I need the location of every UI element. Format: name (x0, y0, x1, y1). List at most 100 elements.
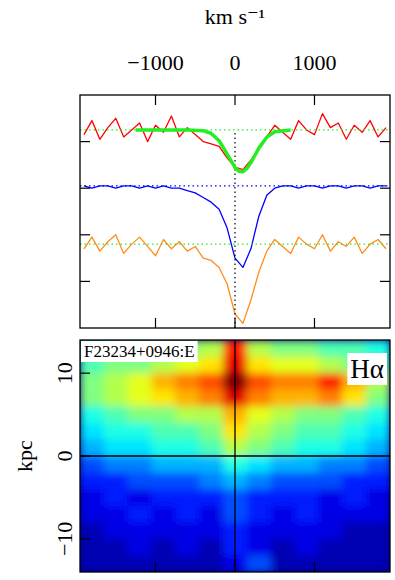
heatmap-cell (271, 439, 295, 456)
heatmap-cell (342, 406, 366, 423)
tick-label: 1000 (292, 50, 336, 75)
heatmap-cells (80, 340, 390, 572)
heatmap-cell (366, 390, 390, 407)
heatmap-cell (247, 456, 271, 473)
tick (155, 95, 156, 105)
tick (80, 188, 90, 189)
heatmap-cell (175, 539, 199, 556)
tick (314, 318, 315, 328)
tick (80, 455, 90, 456)
heatmap-cell (271, 357, 295, 374)
heatmap-cell (342, 390, 366, 407)
heatmap-cell (80, 506, 104, 523)
tick (380, 281, 390, 282)
heatmap-cell (104, 522, 128, 539)
heatmap-cell (128, 406, 152, 423)
heatmap-cell (199, 439, 223, 456)
heatmap-cell (104, 506, 128, 523)
tick-label: −1000 (127, 50, 183, 75)
heatmap-cell (128, 539, 152, 556)
heatmap-cell (295, 423, 319, 440)
tick (80, 538, 90, 539)
heatmap-cell (199, 555, 223, 572)
heatmap-cell (247, 357, 271, 374)
heatmap-cell (318, 390, 342, 407)
heatmap-cell (80, 456, 104, 473)
heatmap-cell (271, 340, 295, 357)
tick (234, 95, 235, 105)
heatmap-cell (271, 539, 295, 556)
heatmap-cell (342, 423, 366, 440)
heatmap-cell (175, 439, 199, 456)
tick (234, 318, 235, 328)
heatmap-cell (199, 373, 223, 390)
axis-title: kpc (12, 440, 37, 472)
heatmap-cell (318, 406, 342, 423)
reference-line (234, 130, 235, 328)
heatmap-cell (342, 473, 366, 490)
figure: km s⁻¹−100001000−10010kpcF23234+0946:EHα (0, 0, 395, 580)
label-box (347, 353, 387, 385)
heatmap-cell (271, 423, 295, 440)
heatmap-cell (80, 555, 104, 572)
tick (80, 141, 90, 142)
heatmap-cell (104, 456, 128, 473)
heatmap-cell (247, 473, 271, 490)
reference-line (80, 185, 390, 186)
spectrum-line (234, 340, 235, 572)
heatmap-cell (247, 506, 271, 523)
heatmap-cell (295, 506, 319, 523)
heatmap-cell (175, 489, 199, 506)
heatmap-cell (128, 390, 152, 407)
heatmap-cell (271, 522, 295, 539)
heatmap-cell (80, 423, 104, 440)
heatmap-cell (128, 506, 152, 523)
tick (155, 562, 156, 572)
plot-area (80, 340, 390, 572)
heatmap-cell (104, 423, 128, 440)
tick-label: 10 (52, 362, 77, 384)
heatmap-cell (104, 373, 128, 390)
tick (314, 95, 315, 105)
heatmap-cell (366, 489, 390, 506)
heatmap-cell (199, 506, 223, 523)
heatmap-cell (152, 423, 176, 440)
heatmap-cell (128, 473, 152, 490)
heatmap-cell (175, 555, 199, 572)
heatmap-cell (295, 373, 319, 390)
tick (80, 234, 90, 235)
heatmap-cell (152, 439, 176, 456)
heatmap-cell (247, 439, 271, 456)
tick-label: −10 (52, 522, 77, 556)
heatmap-cell (152, 390, 176, 407)
heatmap-cell (271, 373, 295, 390)
heatmap-cell (247, 390, 271, 407)
heatmap-cell (104, 406, 128, 423)
heatmap-cell (80, 439, 104, 456)
heatmap-cell (80, 539, 104, 556)
heatmap-cell (175, 456, 199, 473)
heatmap-cell (295, 390, 319, 407)
heatmap-cell (199, 340, 223, 357)
heatmap-cell (271, 473, 295, 490)
heatmap-cell (128, 555, 152, 572)
heatmap-cell (318, 340, 342, 357)
heatmap-cell (175, 522, 199, 539)
heatmap-cell (152, 555, 176, 572)
heatmap-cell (295, 340, 319, 357)
spectrum-line (136, 130, 291, 172)
plot-area (80, 114, 390, 328)
heatmap-cell (366, 473, 390, 490)
heatmap-cell (295, 406, 319, 423)
label-box (81, 341, 198, 362)
annotation: Hα (350, 354, 384, 384)
heatmap-cell (80, 406, 104, 423)
heatmap-cell (318, 489, 342, 506)
heatmap-cell (318, 522, 342, 539)
heatmap-cell (342, 506, 366, 523)
heatmap-cell (247, 555, 271, 572)
heatmap-cell (128, 522, 152, 539)
heatmap-cell (152, 373, 176, 390)
heatmap-cell (104, 439, 128, 456)
frame (80, 95, 390, 328)
